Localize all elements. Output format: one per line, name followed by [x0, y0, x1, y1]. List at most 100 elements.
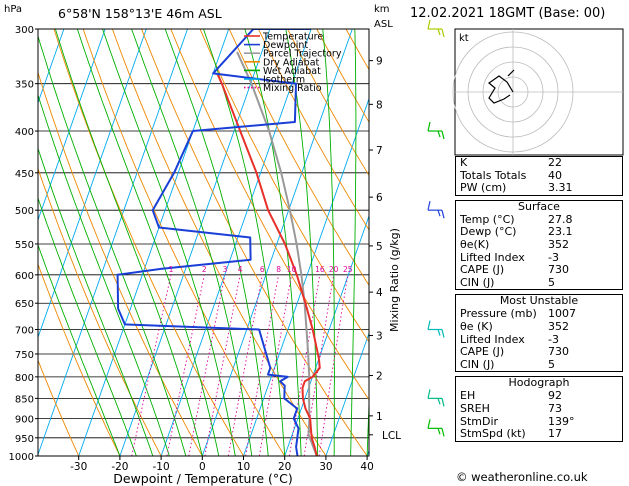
index-label: K: [460, 156, 468, 169]
index-value: -3: [548, 332, 559, 346]
hodograph: kt: [452, 28, 624, 156]
mixing-ratio-label: 1: [169, 265, 174, 274]
wet-adiabat-line: [38, 34, 187, 456]
most-unstable-title: Most Unstable: [499, 294, 579, 308]
index-value: 23.1: [548, 225, 573, 239]
isotherm-line: [78, 29, 230, 456]
isotherm-line: [160, 29, 312, 456]
isotherm-line: [38, 29, 106, 222]
isotherm-line: [325, 331, 369, 456]
mixing-ratio-label: 16: [315, 265, 325, 274]
legend-label: Isotherm: [263, 75, 305, 86]
temp-tick-label: 20: [278, 461, 291, 473]
wet-adiabat-line: [322, 29, 335, 456]
legend-label: Parcel Trajectory: [263, 49, 342, 60]
index-value: 92: [548, 389, 562, 403]
index-row: SREH 73: [456, 401, 622, 416]
x-axis-title: Dewpoint / Temperature (°C): [113, 471, 292, 486]
surface-title: Surface: [518, 199, 560, 213]
wind-barb: [427, 419, 431, 429]
wind-barb: [441, 28, 445, 38]
index-row: θe(K) 352: [456, 237, 622, 252]
index-value: 730: [548, 345, 569, 359]
index-row: CIN (J) 5: [456, 358, 622, 372]
mixing-ratio-label: 3: [223, 265, 228, 274]
temp-tick-label: 40: [360, 461, 373, 473]
index-row: Lifted Index -3: [456, 332, 622, 347]
storm-motion-marker: [507, 69, 515, 77]
mixing-ratio-label: 8: [276, 265, 281, 274]
wet-adiabat-line: [38, 196, 137, 456]
km-axis-unit: km: [374, 4, 390, 15]
dry-adiabat-line: [257, 29, 369, 231]
index-row: Pressure (mb) 1007: [456, 308, 622, 321]
index-label: SREH: [460, 401, 490, 415]
index-label: CAPE (J): [460, 345, 505, 359]
legend-label: Mixing Ratio: [263, 83, 322, 94]
index-row: CAPE (J) 730: [456, 346, 622, 359]
index-value: -3: [548, 250, 559, 264]
index-label: StmSpd (kt): [460, 427, 526, 441]
mixing-ratio-line: [318, 274, 349, 456]
wind-barb: [441, 130, 445, 140]
wet-adiabat-line: [164, 29, 269, 456]
wet-adiabat-line: [38, 147, 154, 456]
km-tick-label: 2: [376, 371, 383, 383]
mixing-ratio-line: [166, 274, 205, 456]
index-label: θe(K): [460, 237, 490, 251]
most-unstable-section: Most Unstable Pressure (mb) 1007 θe (K) 352…: [455, 294, 623, 373]
mixing-ratio-label: 25: [343, 265, 353, 274]
temp-tick-label: 0: [199, 461, 206, 473]
temp-tick-label: -20: [111, 461, 128, 473]
mixing-ratio-line: [204, 274, 241, 456]
index-label: CAPE (J): [460, 263, 505, 277]
temp-tick-label: -10: [153, 461, 170, 473]
pressure-tick-label: 300: [15, 25, 34, 36]
dry-adiabat-line: [38, 71, 203, 456]
km-tick-label: 6: [376, 192, 383, 204]
pressure-tick-label: 400: [15, 127, 34, 138]
mixing-ratio-label: 20: [329, 265, 339, 274]
mixing-ratio-axis-title: Mixing Ratio (g/kg): [388, 228, 401, 332]
index-label: Pressure (mb): [460, 307, 537, 321]
dry-adiabat-line: [111, 29, 327, 456]
index-row: PW (cm) 3.31: [456, 182, 622, 195]
pressure-tick-label: 550: [15, 240, 34, 251]
pressure-tick-label: 350: [15, 80, 34, 91]
index-row: θe (K) 352: [456, 320, 622, 334]
mixing-ratio-line: [288, 274, 321, 456]
index-label: Temp (°C): [460, 212, 515, 226]
index-row: StmDir 139°: [456, 415, 622, 429]
wind-barb: [427, 201, 431, 211]
pressure-tick-label: 900: [15, 415, 34, 426]
index-row: CAPE (J) 730: [456, 264, 622, 277]
index-label: PW (cm): [460, 181, 507, 195]
index-value: 352: [548, 237, 569, 251]
index-row: StmSpd (kt) 17: [456, 427, 622, 441]
wet-adiabat-line: [131, 29, 253, 456]
km-tick-label: 9: [376, 56, 383, 68]
wind-barb: [437, 130, 441, 138]
km-tick-label: 3: [376, 331, 383, 343]
basic-indices: K 22 Totals Totals 40 PW (cm) 3.31: [455, 156, 623, 196]
asl-label: ASL: [374, 19, 393, 30]
pressure-tick-label: 750: [15, 350, 34, 361]
index-value: 73: [548, 401, 562, 415]
wind-barb: [427, 121, 431, 132]
index-value: 5: [548, 275, 555, 289]
legend-label: Dewpoint: [263, 40, 308, 51]
dry-adiabat-line: [53, 29, 244, 456]
index-label: Totals Totals: [460, 168, 527, 182]
index-row: Totals Totals 40: [456, 168, 622, 183]
index-value: 1007: [548, 307, 576, 321]
dry-adiabat-line: [38, 359, 80, 456]
pressure-tick-label: 600: [15, 271, 34, 282]
hodograph-section: Hodograph EH 92 SREH 73 StmDir 139° StmSpd (kt…: [455, 376, 623, 442]
wet-adiabat-line: [203, 29, 286, 456]
mixing-ratio-label: 6: [260, 265, 265, 274]
km-tick-label: 5: [376, 241, 383, 253]
pressure-tick-label: 450: [15, 169, 34, 180]
dry-adiabat-line: [38, 263, 121, 456]
hodograph-unit-label: kt: [459, 33, 469, 44]
parcel-trajectory-line: [236, 51, 318, 456]
